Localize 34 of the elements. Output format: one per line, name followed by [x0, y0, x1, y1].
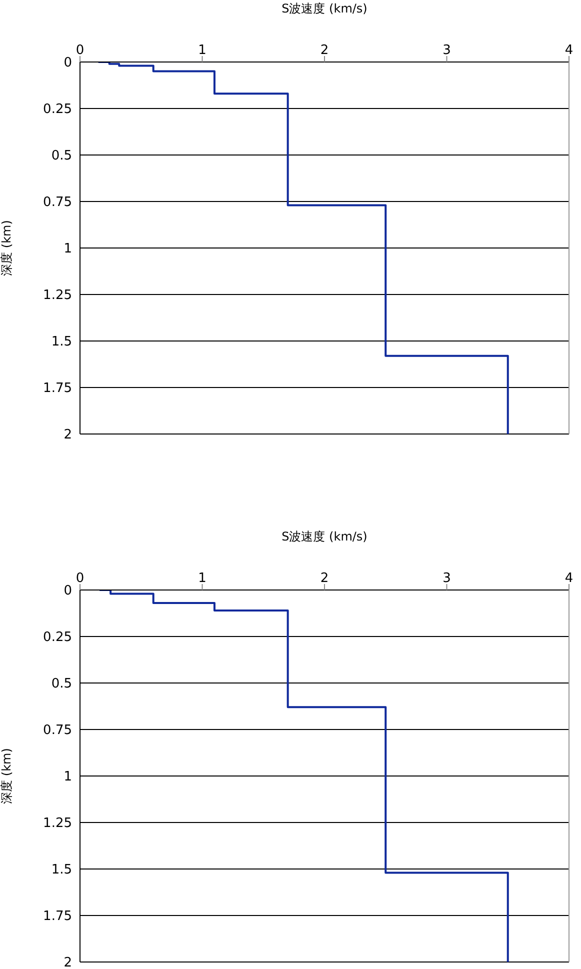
y-tick-label: 0.5 [51, 148, 72, 164]
y-tick-label: 0.25 [43, 102, 72, 118]
y-tick-label: 2 [64, 428, 72, 443]
x-tick-label: 4 [564, 43, 574, 58]
x-tick-label: 2 [320, 43, 329, 58]
x-tick-label: 3 [442, 571, 451, 586]
y-tick-label: 1.25 [43, 816, 72, 832]
y-tick-label: 1 [64, 770, 72, 785]
x-axis-title: S波速度 (km/s) [282, 530, 368, 544]
y-tick-label: 0.75 [43, 723, 72, 738]
x-tick-label: 4 [564, 571, 574, 586]
y-axis-title: 深度 (km) [0, 748, 14, 804]
line-series [97, 62, 509, 434]
y-tick-label: 1.75 [43, 909, 72, 924]
y-axis-title: 深度 (km) [0, 220, 14, 276]
y-tick-label: 0.75 [43, 195, 72, 210]
x-tick-label: 3 [442, 43, 451, 58]
y-tick-label: 1 [64, 242, 72, 257]
y-tick-label: 0.25 [43, 630, 72, 646]
y-tick-label: 0 [64, 584, 72, 599]
y-tick-label: 2 [64, 956, 72, 969]
y-tick-label: 1.25 [43, 288, 72, 304]
x-tick-label: 2 [320, 571, 329, 586]
x-tick-label: 1 [198, 43, 206, 58]
x-tick-label: 0 [76, 43, 84, 58]
x-axis-title: S波速度 (km/s) [282, 2, 368, 16]
y-tick-label: 1.5 [51, 334, 72, 350]
line-series [98, 590, 509, 962]
x-tick-label: 1 [198, 571, 206, 586]
y-tick-label: 0 [64, 56, 72, 71]
y-tick-label: 1.75 [43, 381, 72, 396]
y-tick-label: 1.5 [51, 862, 72, 878]
y-tick-label: 0.5 [51, 676, 72, 692]
x-tick-label: 0 [76, 571, 84, 586]
